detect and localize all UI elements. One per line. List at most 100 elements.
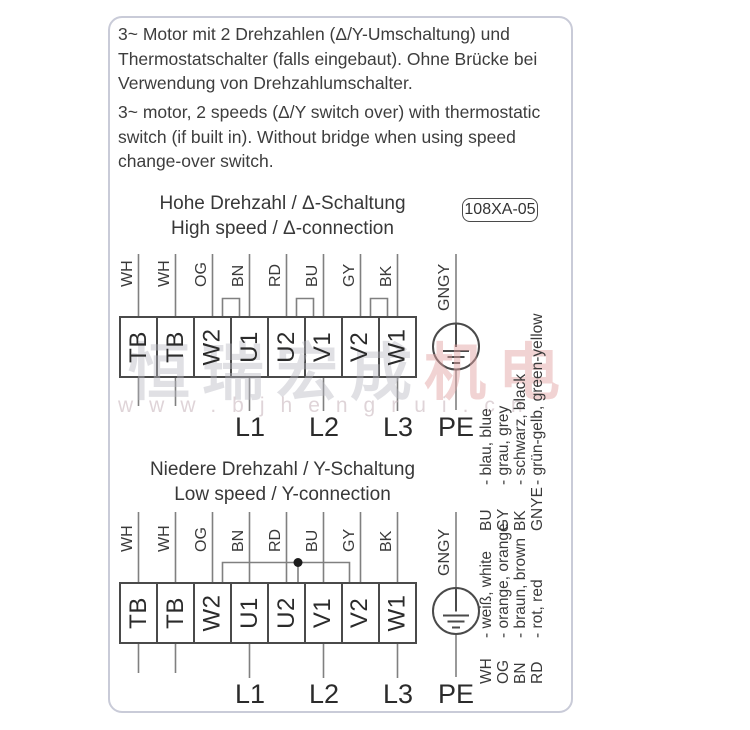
paragraph-line: Verwendung von Drehzahlumschalter. (118, 73, 413, 93)
legend-abbr: RD (529, 661, 546, 684)
legend-abbr: BN (512, 662, 529, 684)
terminal-U2: U2 (268, 317, 305, 377)
wire-color-label: WH (156, 260, 173, 287)
pe-wire-color-label: GNGY (436, 528, 453, 576)
terminal-W1: W1 (379, 583, 416, 643)
title-de: Niedere Drehzahl / Y-Schaltung (149, 459, 416, 480)
legend-name: - grau, grey (495, 405, 512, 485)
terminal-V2: V2 (342, 583, 379, 643)
legend-name: - rot, red (529, 579, 546, 638)
wire-color-label: BU (304, 529, 321, 552)
watermark-url: www.bjhengrui.cn (118, 394, 539, 417)
wire-color-label: BK (378, 530, 395, 552)
terminal-label: TB (124, 597, 152, 629)
terminal-TB: TB (157, 583, 194, 643)
legend-name: - braun, brown (512, 538, 529, 638)
legend-line: BU - blau, blue (478, 408, 496, 531)
wire-color-label: WH (119, 525, 136, 552)
terminal-V2: V2 (342, 317, 379, 377)
legend-abbr: BK (512, 510, 529, 531)
terminal-U1: U1 (231, 317, 268, 377)
header-paragraph-de: 3~ Motor mit 2 Drehzahlen (Δ/Y-Umschaltu… (118, 22, 568, 96)
wire-color-label: OG (193, 262, 210, 287)
terminal-label: V1 (309, 597, 337, 629)
terminal-label: V2 (346, 597, 374, 629)
paragraph-line: 3~ motor, 2 speeds (Δ/Y switch over) wit… (118, 102, 541, 122)
terminal-TB: TB (157, 317, 194, 377)
wire-color-label: OG (193, 527, 210, 552)
legend-line: OG - orange, orange (495, 523, 513, 684)
terminal-label: U1 (235, 331, 263, 363)
legend-line: RD - rot, red (529, 579, 547, 684)
wire-color-label: BN (230, 529, 247, 552)
terminal-W2: W2 (194, 583, 231, 643)
legend-line: BK - schwarz, black (512, 374, 530, 531)
terminal-U1: U1 (231, 583, 268, 643)
terminal-label: U2 (272, 597, 300, 629)
title-de: Hohe Drehzahl / Δ-Schaltung (159, 193, 406, 214)
terminal-V1: V1 (305, 583, 342, 643)
legend-abbr: WH (478, 658, 495, 684)
title-en: Low speed / Y-connection (174, 484, 391, 505)
wire-color-label: BK (378, 265, 395, 287)
terminal-W2: W2 (194, 317, 231, 377)
paragraph-line: Thermostatschalter (falls eingebaut). Oh… (118, 48, 538, 69)
legend-line: GNYE - grün-gelb, green-yellow (529, 314, 547, 531)
terminal-TB: TB (120, 583, 157, 643)
phase-label-L3: L3 (382, 412, 414, 442)
terminal-label: TB (161, 597, 189, 629)
paragraph-line: switch (if built in). Without bridge whe… (118, 126, 516, 147)
phase-label-L1: L1 (234, 412, 266, 442)
watermark-cjk-red: 机电 (424, 339, 573, 408)
wire-color-label: BN (230, 264, 247, 287)
wire-color-label: GY (341, 528, 358, 552)
phase-label-L2: L2 (308, 412, 340, 442)
diagram-code-badge: 108XA-05 (462, 198, 538, 222)
wire-color-label: RD (267, 528, 284, 552)
wire-color-label: GY (341, 263, 358, 287)
terminal-label: TB (124, 331, 152, 363)
terminal-TB: TB (120, 317, 157, 377)
terminal-label: V2 (346, 331, 374, 363)
legend-abbr: BU (478, 509, 495, 531)
legend-abbr: GNYE (529, 487, 546, 531)
watermark-cjk-gray: 恒瑞宏成 (128, 339, 425, 408)
high-speed-title: Hohe Drehzahl / Δ-Schaltung High speed /… (125, 191, 440, 241)
phase-label-L3: L3 (382, 679, 414, 709)
legend-name: - grün-gelb, green-yellow (529, 313, 546, 485)
wire-color-label: WH (156, 525, 173, 552)
terminal-label: W1 (383, 328, 411, 366)
phase-label-L1: L1 (234, 679, 266, 709)
paragraph-line: change-over switch. (118, 151, 274, 171)
wire-color-label: WH (119, 260, 136, 287)
terminal-W1: W1 (379, 317, 416, 377)
legend-name: - orange, orange (495, 523, 512, 638)
legend-name: - blau, blue (478, 408, 495, 485)
legend-line: WH - weiß, white (478, 551, 496, 684)
legend-name: - weiß, white (478, 551, 495, 638)
terminal-label: U1 (235, 597, 263, 629)
pe-label: PE (437, 412, 475, 442)
terminal-V1: V1 (305, 317, 342, 377)
legend-name: - schwarz, black (512, 373, 529, 485)
terminal-label: V1 (309, 331, 337, 363)
wire-color-label: BU (304, 264, 321, 287)
title-en: High speed / Δ-connection (171, 218, 394, 239)
pe-label: PE (437, 679, 475, 709)
terminal-label: U2 (272, 331, 300, 363)
legend-abbr: OG (495, 659, 512, 684)
pe-wire-color-label: GNGY (436, 263, 453, 311)
phase-label-L2: L2 (308, 679, 340, 709)
terminal-label: TB (161, 331, 189, 363)
legend-line: GY- grau, grey (495, 406, 513, 531)
low-speed-title: Niedere Drehzahl / Y-Schaltung Low speed… (125, 457, 440, 507)
paragraph-line: 3~ Motor mit 2 Drehzahlen (Δ/Y-Umschaltu… (118, 24, 510, 44)
terminal-U2: U2 (268, 583, 305, 643)
wire-color-label: RD (267, 263, 284, 287)
terminal-label: W1 (383, 594, 411, 632)
watermark-cjk: 恒瑞宏成机电 (128, 322, 572, 412)
terminal-label: W2 (198, 328, 226, 366)
terminal-label: W2 (198, 594, 226, 632)
legend-line: BN - braun, brown (512, 538, 530, 684)
